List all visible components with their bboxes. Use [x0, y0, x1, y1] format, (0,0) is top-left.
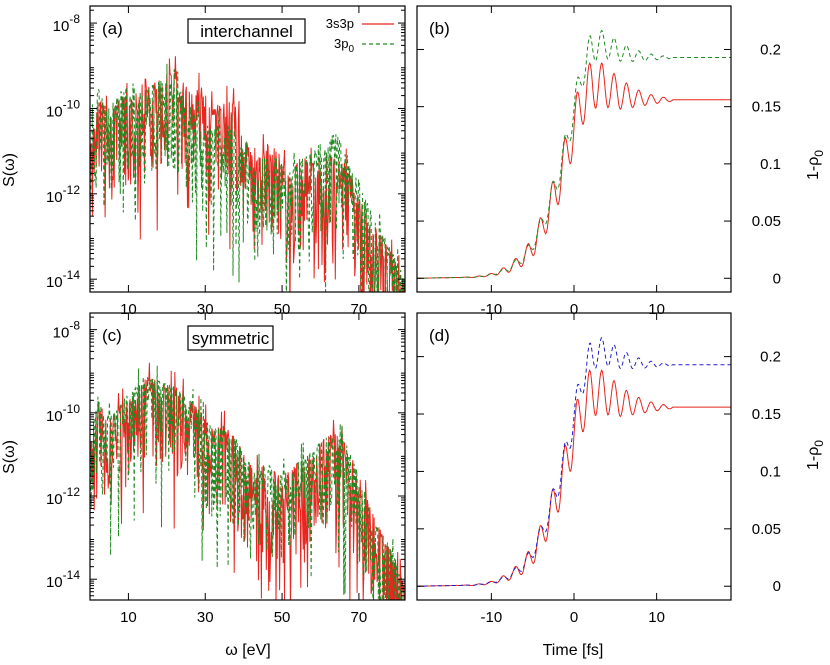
- x-tick-label: 10: [120, 301, 137, 318]
- x-tick-label: 10: [648, 301, 665, 318]
- y-tick-label: 0: [773, 578, 781, 595]
- y-tick-label: 0.15: [752, 99, 781, 116]
- series-line-3p0: [417, 29, 731, 279]
- x-tick-label: 50: [274, 609, 291, 626]
- legend: 3s3p 3p0: [326, 16, 394, 55]
- panel-label: (c): [102, 326, 122, 345]
- x-tick-label: 10: [120, 609, 137, 626]
- legend-label: 3s3p: [326, 16, 354, 31]
- series-line-3s3p: [417, 61, 731, 279]
- y-tick-label: 10-12: [46, 485, 80, 508]
- x-tick-label: -10: [481, 301, 503, 318]
- y-axis-label-bottom-left: S(ω): [1, 440, 18, 474]
- panel-label: (b): [429, 19, 450, 38]
- panel-a-interchannel-spectrum: 10 30 50 70 10-8 10-10 10-12 10-14 (a) interchann…: [46, 5, 406, 318]
- y-tick-label: 10-14: [46, 568, 80, 591]
- y-tick-label: 10-10: [46, 402, 80, 425]
- y-tick-label: 0: [773, 270, 781, 287]
- x-tick-label: 30: [197, 301, 214, 318]
- annotation-box: [187, 325, 274, 351]
- svg-text:1-ρ0: 1-ρ0: [805, 150, 826, 180]
- y-tick-label: 10-8: [53, 12, 81, 35]
- y-tick-label: 10-8: [53, 319, 81, 342]
- series-line-3p0: [90, 63, 405, 292]
- x-tick-label: 10: [648, 609, 665, 626]
- x-tick-label: 70: [351, 609, 368, 626]
- panel-c-symmetric-spectrum: 10 30 50 70 10-8 10-10 10-12 10-14 (c) symmetric: [46, 312, 406, 626]
- annotation-label: symmetric: [192, 329, 270, 348]
- x-tick-label: -10: [481, 609, 503, 626]
- plot-frame: [416, 312, 732, 601]
- panel-label: (d): [429, 326, 450, 345]
- svg-text:1-ρ0: 1-ρ0: [805, 440, 826, 470]
- x-tick-label: 50: [274, 301, 291, 318]
- x-tick-label: 0: [570, 301, 578, 318]
- y-tick-label: 0.05: [752, 521, 781, 538]
- x-tick-label: 0: [570, 609, 578, 626]
- plot-frame: [416, 5, 732, 293]
- y-tick-label: 10-12: [46, 183, 80, 206]
- panel-d-depletion-time: -10 0 10 0 0.05 0.1 0.15 0.2 (d): [416, 312, 781, 626]
- annotation-label: interchannel: [200, 22, 293, 41]
- x-tick-label: 70: [351, 301, 368, 318]
- panel-label: (a): [102, 19, 123, 38]
- x-axis-label-omega: ω [eV]: [225, 642, 270, 659]
- series-line-3s3p: [90, 362, 405, 600]
- y-axis-label-top-right: 1-ρ0: [805, 150, 826, 180]
- y-tick-label: 0.2: [760, 349, 781, 366]
- y-axis-label-top-left: S(ω): [1, 153, 18, 187]
- y-tick-label: 0.15: [752, 406, 781, 423]
- y-tick-label: 10-10: [46, 97, 80, 120]
- plot-frame: [89, 5, 406, 293]
- y-axis-label-bottom-right: 1-ρ0: [805, 440, 826, 470]
- x-tick-label: 30: [197, 609, 214, 626]
- y-tick-label: 0.1: [760, 156, 781, 173]
- legend-label: 3p0: [334, 36, 354, 55]
- series-line-3p0: [417, 336, 731, 587]
- annotation-box: [187, 18, 306, 44]
- series-line-3p0: [90, 365, 403, 600]
- panel-b-depletion-time: -10 0 10 0 0.05 0.1 0.15 0.2 (b): [416, 5, 781, 318]
- y-tick-label: 10-14: [46, 268, 80, 291]
- y-tick-label: 0.05: [752, 213, 781, 230]
- series-line-3s3p: [417, 369, 731, 587]
- y-tick-label: 0.2: [760, 41, 781, 58]
- x-axis-label-time: Time [fs]: [543, 642, 604, 659]
- y-tick-label: 0.1: [760, 463, 781, 480]
